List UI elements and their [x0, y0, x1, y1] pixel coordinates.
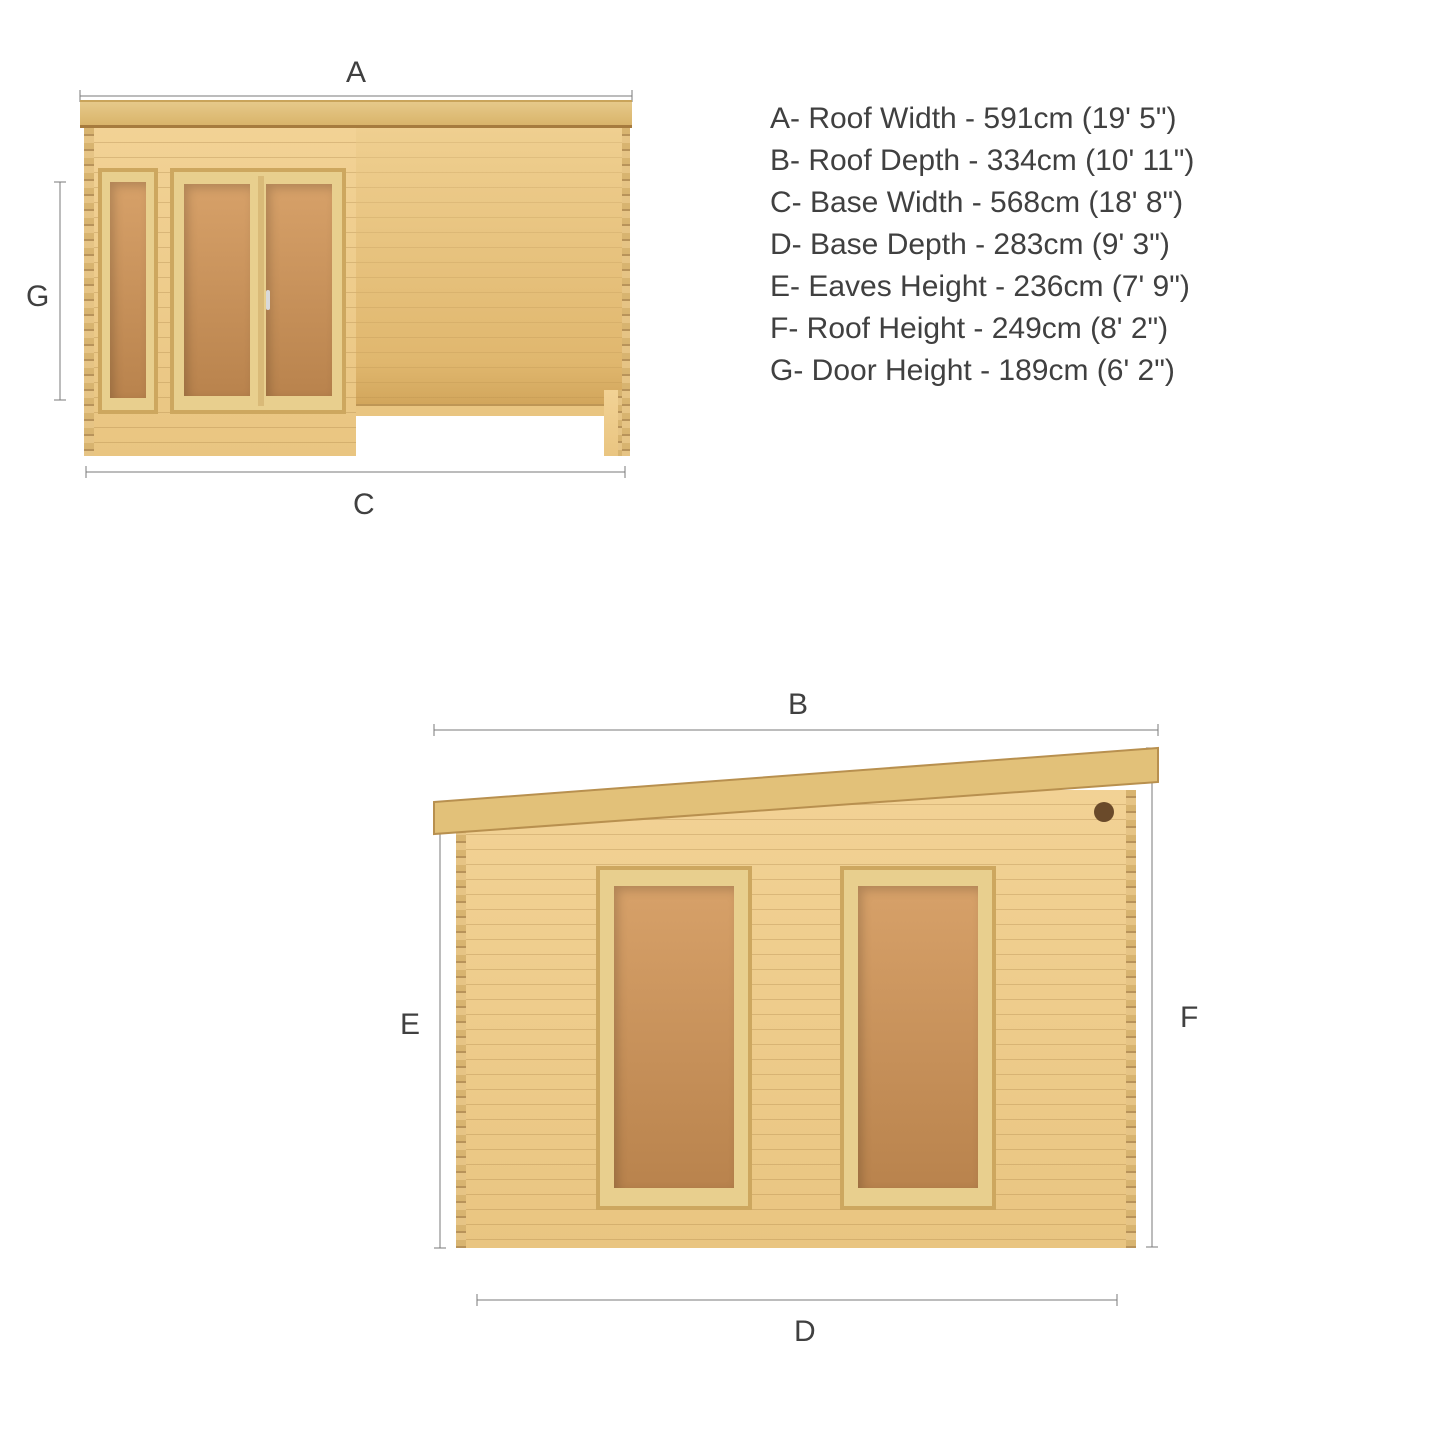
front-door-right-glass [266, 184, 332, 396]
front-porch-floor [356, 404, 622, 416]
front-door-left-glass [184, 184, 250, 396]
side-body [462, 790, 1130, 1248]
dim-label-a: A [346, 56, 366, 90]
dim-label-d: D [794, 1315, 816, 1349]
legend-row-e: E- Eaves Height - 236cm (7' 9") [770, 266, 1194, 308]
front-door-divider [258, 176, 264, 406]
legend-row-b: B- Roof Depth - 334cm (10' 11") [770, 140, 1194, 182]
legend-row-d: D- Base Depth - 283cm (9' 3") [770, 224, 1194, 266]
dim-label-g: G [26, 280, 49, 314]
front-double-door [170, 168, 346, 414]
side-window-left [596, 866, 752, 1210]
front-porch-right-stub [604, 390, 624, 456]
front-roof [80, 100, 632, 128]
door-handle-icon [266, 290, 270, 310]
dim-label-f: F [1180, 1001, 1198, 1035]
dim-label-c: C [353, 488, 375, 522]
legend-row-g: G- Door Height - 189cm (6' 2") [770, 350, 1194, 392]
dim-label-b: B [788, 688, 808, 722]
diagram-canvas: A- Roof Width - 591cm (19' 5") B- Roof D… [0, 0, 1445, 1445]
dimension-legend: A- Roof Width - 591cm (19' 5") B- Roof D… [770, 98, 1194, 392]
front-porch-interior [356, 128, 622, 404]
side-window-right [840, 866, 996, 1210]
front-side-window [98, 168, 158, 414]
legend-row-c: C- Base Width - 568cm (18' 8") [770, 182, 1194, 224]
vent-icon [1094, 802, 1114, 822]
dim-label-e: E [400, 1008, 420, 1042]
legend-row-f: F- Roof Height - 249cm (8' 2") [770, 308, 1194, 350]
front-right-log-ends [622, 128, 630, 456]
legend-row-a: A- Roof Width - 591cm (19' 5") [770, 98, 1194, 140]
